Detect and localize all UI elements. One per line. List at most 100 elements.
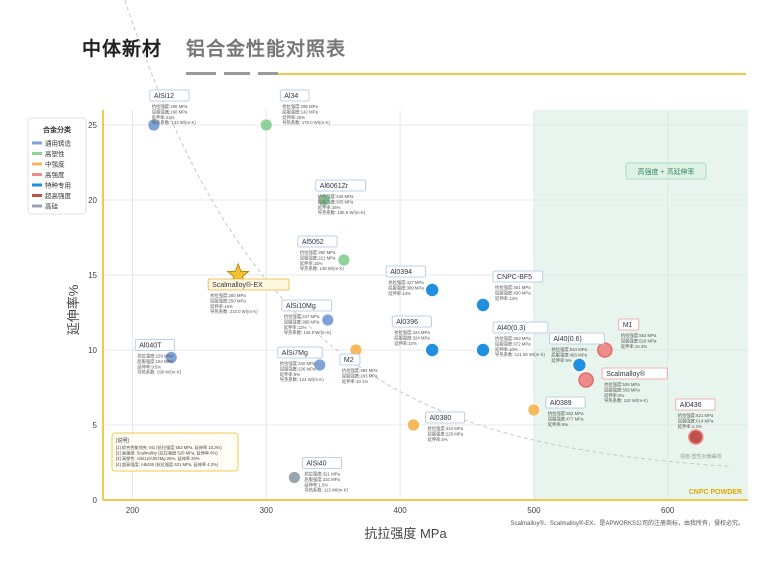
point-label-box bbox=[492, 270, 544, 283]
note-line: [3] 高塑性: AlSi12/AlSi7Mg 25%, 延伸率 25% bbox=[116, 455, 200, 462]
point-label-box bbox=[492, 321, 549, 334]
y-axis-label: 延伸率% bbox=[66, 284, 81, 335]
point-detail-line: 抗拉强度:451 MPa bbox=[495, 284, 531, 291]
point-label: M1 bbox=[623, 322, 633, 329]
note-title: [说明] bbox=[116, 437, 129, 444]
point-detail-line: 屈服强度:221 MPa bbox=[300, 254, 336, 261]
point-detail-line: 抗拉强度:280 MPa bbox=[210, 292, 246, 299]
title-underline-2 bbox=[224, 72, 250, 75]
page-header: 中体新材 铝合金性能对照表 bbox=[82, 34, 682, 84]
point-label-box bbox=[207, 278, 290, 291]
x-axis-label: 抗拉强度 MPa bbox=[364, 526, 447, 541]
data-point bbox=[164, 351, 178, 364]
point-detail-line: 屈服强度:477 MPa bbox=[548, 415, 584, 422]
point-detail-line: 屈服强度:236 MPa bbox=[280, 365, 316, 372]
point-detail-line: 屈服强度:310 MPa bbox=[304, 476, 340, 483]
point-detail-line: 延伸率:10.3% bbox=[621, 343, 647, 350]
tradeoff-curve bbox=[124, 0, 732, 468]
point-detail-line: 延伸率:15% bbox=[210, 303, 233, 310]
point-detail-line: 延伸率:10% bbox=[394, 340, 417, 347]
legend-item-label: 高强度 bbox=[45, 170, 65, 179]
point-detail-line: 延伸率:5% bbox=[427, 436, 447, 443]
point-detail-line: 屈服强度:283 MPa bbox=[342, 372, 378, 379]
data-point bbox=[259, 118, 273, 132]
point-detail-line: 延伸率:10% bbox=[495, 346, 518, 353]
point-detail-line: 屈服强度:372 MPa bbox=[495, 340, 531, 347]
data-point bbox=[527, 403, 541, 417]
point-label: Al34 bbox=[284, 93, 298, 100]
point-label: Al40(0.6) bbox=[553, 336, 581, 343]
region-label-text: 高强度 + 高延伸率 bbox=[638, 167, 695, 176]
point-label: Al0389 bbox=[550, 400, 572, 407]
data-point bbox=[313, 358, 327, 372]
point-detail-line: 抗拉强度:539 MPa bbox=[604, 381, 640, 388]
legend-item-label: 通用铸造 bbox=[45, 139, 72, 148]
data-point bbox=[571, 357, 588, 373]
cnpc-powder-label: CNPC POWDER bbox=[689, 489, 742, 496]
point-detail-line: 延伸率:13% bbox=[495, 295, 518, 302]
point-detail-line: 延伸率:14% bbox=[388, 290, 411, 297]
point-label: CNPC-BF5 bbox=[497, 274, 532, 281]
point-detail-line: 导热系数: 121.95 W/(m·K) bbox=[495, 351, 545, 358]
point-detail-line: 屈服强度:142 MPa bbox=[282, 108, 318, 115]
point-label: Al0436 bbox=[680, 402, 702, 409]
point-detail-line: 延伸率:9% bbox=[551, 357, 571, 364]
point-detail-line: 延伸率:12% bbox=[284, 324, 307, 331]
point-detail-line: 抗拉强度:463 MPa bbox=[495, 335, 531, 342]
point-label: Al5052 bbox=[302, 239, 324, 246]
y-tick-label: 20 bbox=[88, 196, 97, 205]
y-tick-label: 10 bbox=[88, 346, 97, 355]
region-label: 高强度 + 高延伸率 bbox=[625, 162, 707, 180]
point-detail-line: 屈服强度:250 MPa bbox=[210, 297, 246, 304]
point-detail-line: 抗拉强度:229 MPa bbox=[137, 353, 173, 360]
x-tick-label: 200 bbox=[126, 506, 140, 515]
footer-trademark-note: Scalmalloy®、Scalmalloy®-EX、是APWORKS公司的注册… bbox=[510, 521, 744, 527]
data-point bbox=[337, 253, 351, 267]
point-label: AlSi7Mg bbox=[282, 350, 308, 357]
header-accent-line bbox=[278, 73, 746, 75]
legend-item-label: 高硅 bbox=[45, 202, 59, 211]
point-detail-line: 抗拉强度:367 MPa bbox=[342, 367, 378, 374]
point-label: Scalmalloy® bbox=[606, 370, 646, 378]
data-point bbox=[424, 342, 440, 358]
point-detail-line: 延伸率:9% bbox=[280, 371, 300, 378]
point-detail-line: 延伸率:22% bbox=[152, 114, 175, 121]
point-detail-line: 抗拉强度:295 MPa bbox=[282, 103, 318, 110]
point-label: Al0380 bbox=[429, 415, 451, 422]
point-detail-line: 屈服强度:205 MPa bbox=[284, 318, 320, 325]
point-detail-line: 抗拉强度:424 MPa bbox=[394, 329, 430, 336]
data-point bbox=[688, 429, 704, 445]
point-detail-line: 抗拉强度:502 MPa bbox=[548, 410, 584, 417]
point-detail-line: 延伸率:15% bbox=[300, 260, 323, 267]
point-label-box bbox=[618, 318, 640, 331]
point-label-box bbox=[601, 367, 668, 380]
point-detail-line: 延伸率:4.2% bbox=[678, 423, 702, 430]
point-label: M2 bbox=[344, 357, 354, 364]
x-tick-label: 400 bbox=[393, 506, 407, 515]
x-tick-label: 600 bbox=[661, 506, 675, 515]
point-detail-line: 导热系数: 170.0 W/(m·K) bbox=[282, 119, 330, 126]
region-label-box bbox=[625, 162, 707, 180]
point-detail-line: 屈服强度:324 MPa bbox=[394, 334, 430, 341]
point-detail-line: 屈服强度:389 MPa bbox=[388, 284, 424, 291]
point-detail-line: 抗拉强度:534 MPa bbox=[551, 346, 587, 353]
legend-item-label: 超高强度 bbox=[45, 191, 72, 200]
y-tick-label: 5 bbox=[93, 421, 98, 430]
legend-title: 合金分类 bbox=[42, 125, 72, 134]
y-tick-label: 25 bbox=[88, 121, 97, 130]
point-label-box bbox=[391, 315, 432, 328]
point-label-box bbox=[149, 89, 190, 102]
point-label-box bbox=[315, 179, 366, 192]
point-label: Al0394 bbox=[390, 269, 412, 276]
